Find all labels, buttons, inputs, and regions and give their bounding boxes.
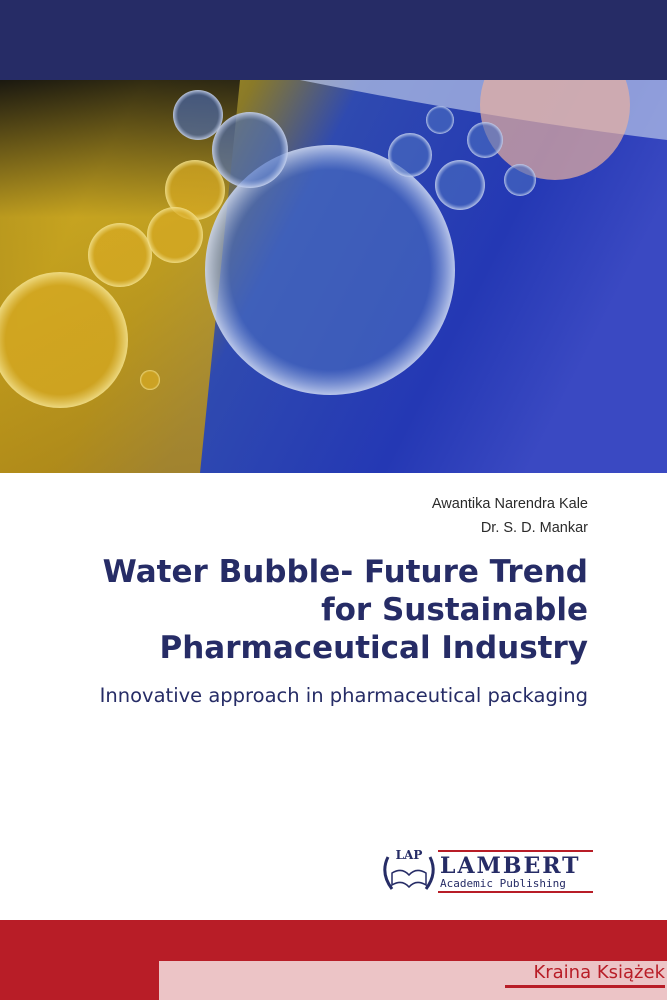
laurel-icon (383, 856, 394, 890)
publisher-name: LAMBERT (440, 853, 581, 879)
title-line-3: Pharmaceutical Industry (159, 630, 588, 666)
watermark-text: Kraina Książek (533, 962, 665, 983)
publisher-tagline: Academic Publishing (440, 877, 566, 890)
title-line-2: for Sustainable (321, 592, 588, 628)
top-band (0, 0, 667, 80)
authors: Awantika Narendra Kale Dr. S. D. Mankar (432, 492, 588, 540)
cover-image-bubbles (0, 80, 667, 473)
book-subtitle: Innovative approach in pharmaceutical pa… (99, 684, 588, 707)
title-line-1: Water Bubble- Future Trend (102, 554, 588, 590)
author-1: Awantika Narendra Kale (431, 496, 588, 512)
book-title: Water Bubble- Future Trend for Sustainab… (28, 553, 588, 667)
watermark-underline (505, 985, 665, 988)
open-book-icon (391, 869, 427, 889)
watermark: Kraina Książek (159, 961, 667, 1000)
lambert-publisher-logo: LAP LAMBERT Academic Publishing (383, 848, 593, 893)
logo-lap-text: LAP (396, 848, 423, 862)
author-2: Dr. S. D. Mankar (480, 520, 588, 536)
